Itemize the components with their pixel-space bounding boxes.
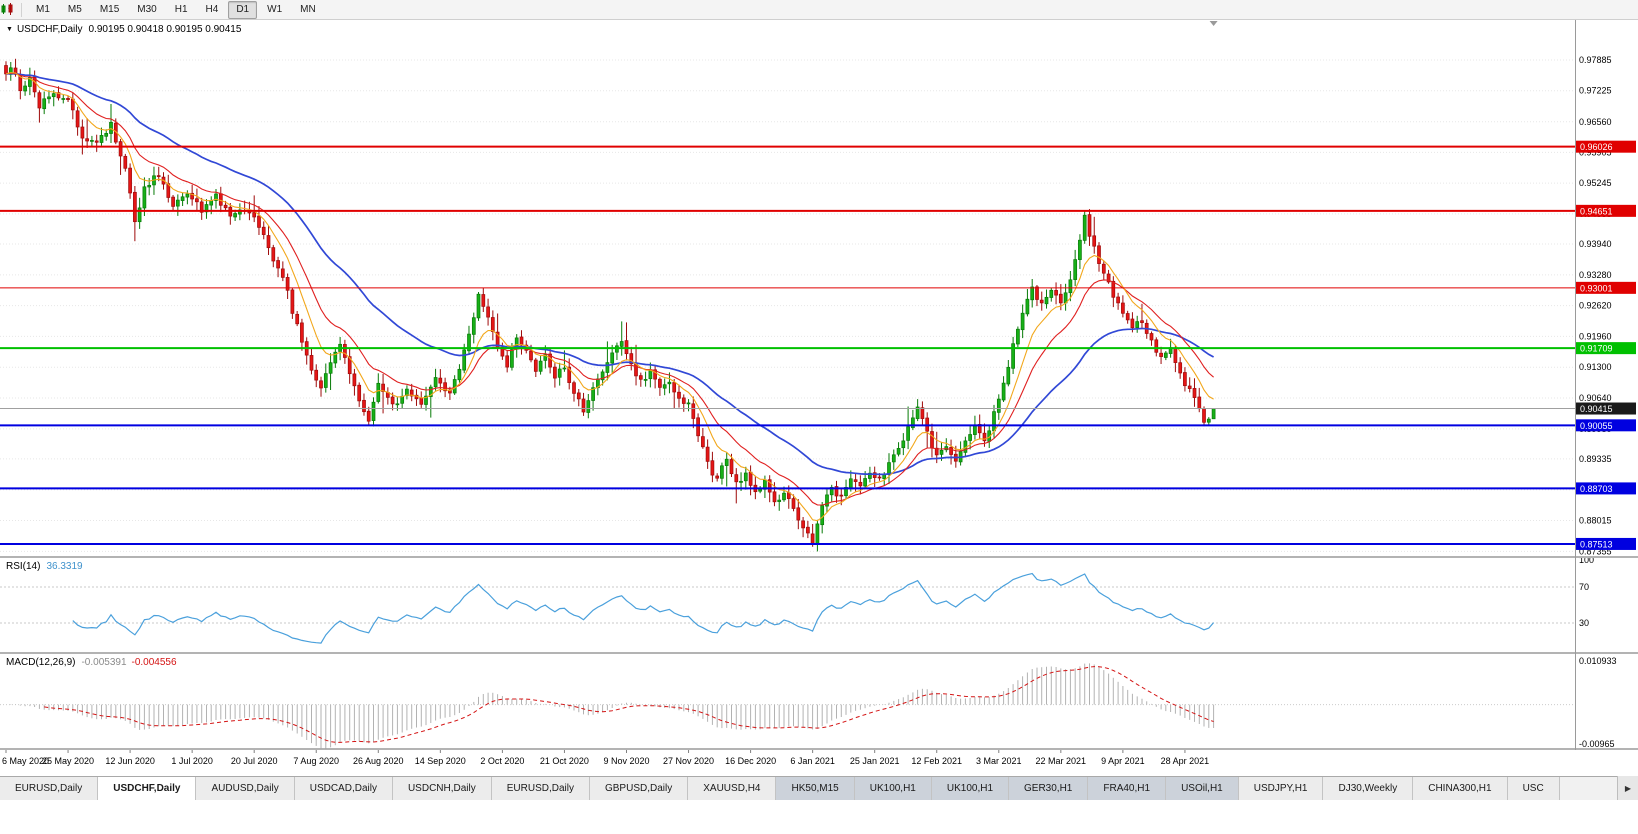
- macd-pane[interactable]: 0.010933 -0.00965: [0, 654, 1638, 750]
- timeframe-m1-button[interactable]: M1: [36, 3, 50, 15]
- chart-tab-usc[interactable]: USC: [1507, 777, 1560, 800]
- svg-text:26 Aug 2020: 26 Aug 2020: [353, 756, 404, 766]
- svg-text:0.91709: 0.91709: [1580, 344, 1613, 354]
- macd-label: MACD(12,26,9) -0.005391 -0.004556: [6, 657, 177, 668]
- bottom-filler: [0, 800, 1638, 834]
- svg-text:9 Apr 2021: 9 Apr 2021: [1101, 756, 1145, 766]
- svg-text:0.97225: 0.97225: [1579, 86, 1612, 96]
- chart-tab-usdcad-daily[interactable]: USDCAD,Daily: [294, 777, 393, 800]
- svg-text:3 Mar 2021: 3 Mar 2021: [976, 756, 1022, 766]
- svg-text:7 Aug 2020: 7 Aug 2020: [293, 756, 339, 766]
- chart-tab-ger30-h1[interactable]: GER30,H1: [1009, 777, 1089, 800]
- svg-text:9 Nov 2020: 9 Nov 2020: [603, 756, 649, 766]
- svg-text:0.97885: 0.97885: [1579, 55, 1612, 65]
- timeframe-m5-button[interactable]: M5: [67, 3, 82, 15]
- svg-text:0.89335: 0.89335: [1579, 454, 1612, 464]
- chart-tab-audusd-daily[interactable]: AUDUSD,Daily: [196, 777, 295, 800]
- chart-tab-usoil-h1[interactable]: USOil,H1: [1166, 777, 1239, 800]
- timeframe-m15-button[interactable]: M15: [99, 3, 120, 15]
- macd-main-value: -0.005391: [81, 657, 127, 668]
- svg-text:0.90415: 0.90415: [1580, 404, 1613, 414]
- svg-text:20 Jul 2020: 20 Jul 2020: [231, 756, 278, 766]
- svg-text:12 Jun 2020: 12 Jun 2020: [105, 756, 155, 766]
- chart-type-dropdown[interactable]: ▾: [1, 2, 16, 18]
- svg-text:25 May 2020: 25 May 2020: [42, 756, 94, 766]
- svg-text:0.96026: 0.96026: [1580, 142, 1613, 152]
- svg-text:0.92620: 0.92620: [1579, 301, 1612, 311]
- svg-text:0.87355: 0.87355: [1579, 546, 1612, 556]
- svg-text:100: 100: [1579, 558, 1594, 565]
- svg-text:70: 70: [1579, 582, 1589, 592]
- chart-tab-uk100-h1[interactable]: UK100,H1: [854, 777, 932, 800]
- svg-text:-0.00965: -0.00965: [1579, 739, 1615, 749]
- tab-scroll-right-icon[interactable]: ▶: [1617, 776, 1638, 800]
- timeframe-d1-button[interactable]: D1: [228, 0, 258, 19]
- chart-tab-eurusd-daily[interactable]: EURUSD,Daily: [491, 777, 590, 800]
- svg-text:0.93280: 0.93280: [1579, 270, 1612, 280]
- svg-text:0.87513: 0.87513: [1580, 539, 1613, 549]
- toolbar-separator: [21, 2, 23, 17]
- svg-text:22 Mar 2021: 22 Mar 2021: [1036, 756, 1087, 766]
- chart-title: ▼ USDCHF,Daily 0.90195 0.90418 0.90195 0.9…: [6, 24, 241, 35]
- svg-text:0.91300: 0.91300: [1579, 362, 1612, 372]
- svg-text:14 Sep 2020: 14 Sep 2020: [415, 756, 466, 766]
- svg-text:12 Feb 2021: 12 Feb 2021: [911, 756, 962, 766]
- svg-text:6 May 2020: 6 May 2020: [2, 756, 49, 766]
- svg-text:0.88703: 0.88703: [1580, 484, 1613, 494]
- timeframe-m30-button[interactable]: M30: [137, 3, 157, 15]
- rsi-pane[interactable]: 100 70 30: [0, 558, 1638, 654]
- chart-tab-eurusd-daily[interactable]: EURUSD,Daily: [0, 777, 99, 800]
- timeframe-buttons: M1 M5 M15 M30 H1 H4 D1 W1 MN: [27, 0, 325, 19]
- ohlc-values: 0.90195 0.90418 0.90195 0.90415: [88, 24, 242, 35]
- svg-text:0.93940: 0.93940: [1579, 239, 1612, 249]
- svg-text:16 Dec 2020: 16 Dec 2020: [725, 756, 776, 766]
- svg-text:25 Jan 2021: 25 Jan 2021: [850, 756, 900, 766]
- chart-tab-hk50-m15[interactable]: HK50,M15: [776, 777, 855, 800]
- chart-tab-usdjpy-h1[interactable]: USDJPY,H1: [1238, 777, 1324, 800]
- svg-text:1 Jul 2020: 1 Jul 2020: [171, 756, 213, 766]
- svg-text:27 Nov 2020: 27 Nov 2020: [663, 756, 714, 766]
- chart-tab-usdchf-daily[interactable]: USDCHF,Daily: [98, 777, 197, 800]
- macd-indicator-name: MACD(12,26,9): [6, 657, 76, 668]
- one-click-trading-arrow-icon[interactable]: ▼: [6, 26, 13, 33]
- svg-text:28 Apr 2021: 28 Apr 2021: [1161, 756, 1210, 766]
- svg-text:2 Oct 2020: 2 Oct 2020: [480, 756, 524, 766]
- svg-text:0.91960: 0.91960: [1579, 331, 1612, 341]
- chart-tab-china300-h1[interactable]: CHINA300,H1: [1413, 777, 1508, 800]
- timeframe-mn-button[interactable]: MN: [300, 3, 316, 15]
- svg-text:0.010933: 0.010933: [1579, 656, 1617, 666]
- rsi-value: 36.3319: [46, 561, 83, 572]
- chart-tab-fra40-h1[interactable]: FRA40,H1: [1088, 777, 1167, 800]
- symbol-period-label: USDCHF,Daily: [16, 24, 83, 35]
- chart-tab-bar: EURUSD,Daily USDCHF,Daily AUDUSD,Daily USDC…: [0, 776, 1638, 800]
- svg-text:0.88015: 0.88015: [1579, 516, 1612, 526]
- price-pane[interactable]: 0.978850.972250.965600.959050.952450.945…: [0, 20, 1638, 558]
- svg-text:0.95245: 0.95245: [1579, 178, 1612, 188]
- timeframe-toolbar: ▾ M1 M5 M15 M30 H1 H4 D1 W1 MN: [0, 0, 1638, 20]
- svg-text:21 Oct 2020: 21 Oct 2020: [540, 756, 589, 766]
- chart-tab-dj30-weekly[interactable]: DJ30,Weekly: [1323, 777, 1414, 800]
- svg-text:0.93001: 0.93001: [1580, 283, 1613, 293]
- macd-signal-value: -0.004556: [131, 657, 177, 668]
- chart-tab-gbpusd-daily[interactable]: GBPUSD,Daily: [589, 777, 689, 800]
- svg-text:0.90055: 0.90055: [1580, 421, 1613, 431]
- svg-text:30: 30: [1579, 618, 1589, 628]
- svg-text:6 Jan 2021: 6 Jan 2021: [790, 756, 835, 766]
- rsi-label: RSI(14) 36.3319: [6, 561, 83, 572]
- svg-text:0.94651: 0.94651: [1580, 206, 1613, 216]
- chart-tab-uk100-h1[interactable]: UK100,H1: [931, 777, 1010, 800]
- timeframe-h4-button[interactable]: H4: [205, 3, 219, 15]
- timeframe-h1-button[interactable]: H1: [174, 3, 188, 15]
- candlestick-chart-icon: [1, 3, 13, 15]
- rsi-indicator-name: RSI(14): [6, 561, 41, 572]
- chart-tab-xauusd-h4[interactable]: XAUUSD,H4: [688, 777, 777, 800]
- timeframe-w1-button[interactable]: W1: [267, 3, 283, 15]
- svg-text:0.90640: 0.90640: [1579, 393, 1612, 403]
- svg-text:0.96560: 0.96560: [1579, 117, 1612, 127]
- chart-tab-usdcnh-daily[interactable]: USDCNH,Daily: [392, 777, 492, 800]
